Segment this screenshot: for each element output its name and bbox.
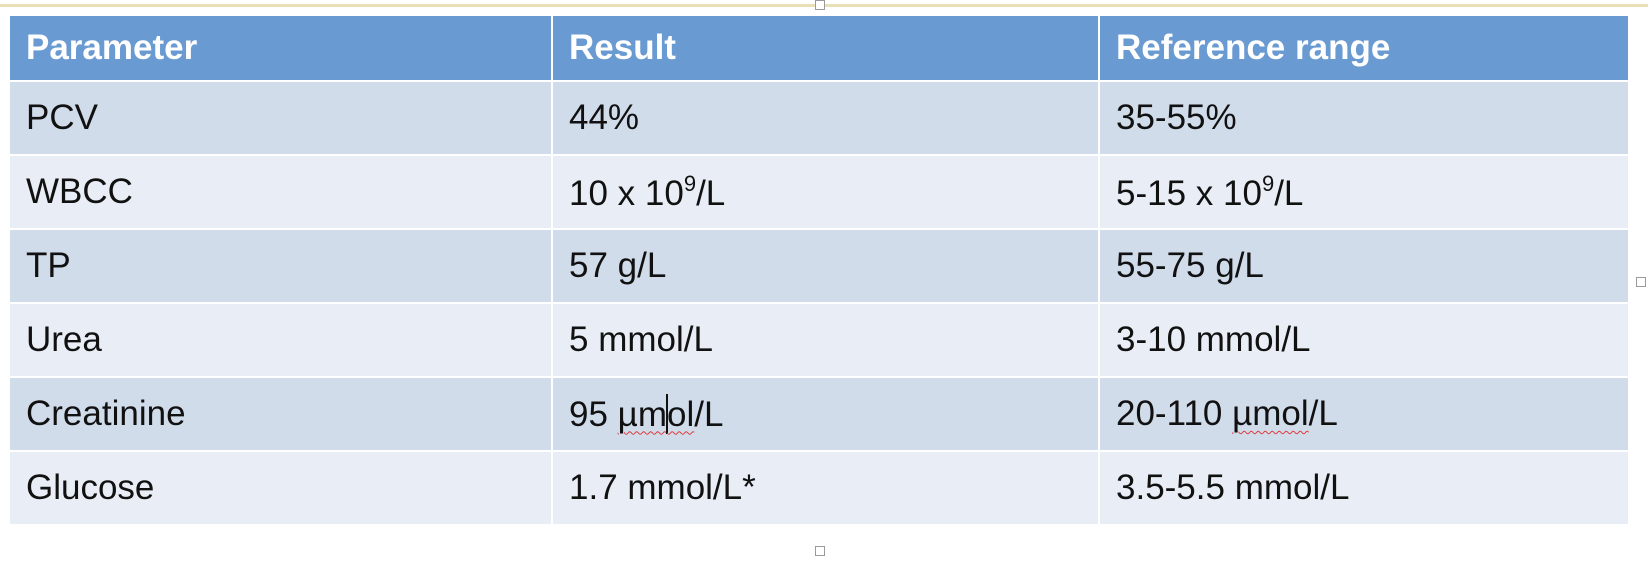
spellcheck-underlined-text: µmol [1232,394,1309,433]
reference-suffix: /L [1274,173,1304,213]
header-reference-range[interactable]: Reference range [1098,14,1630,82]
cell-result[interactable]: 5 mmol/L [551,302,1100,378]
lab-results-table[interactable]: Parameter Result Reference range PCV 44%… [8,14,1630,526]
resize-handle-right[interactable] [1636,277,1646,287]
cell-parameter[interactable]: Glucose [8,450,553,526]
result-suffix: /L [696,173,726,213]
cell-parameter[interactable]: TP [8,228,553,304]
header-parameter[interactable]: Parameter [8,14,553,82]
table-row: Urea 5 mmol/L 3-10 mmol/L [8,302,1630,378]
cell-reference[interactable]: 3-10 mmol/L [1098,302,1630,378]
reference-postfix: /L [1308,394,1338,433]
result-base: 10 x 10 [569,173,684,213]
table-row: Glucose 1.7 mmol/L* 3.5-5.5 mmol/L [8,450,1630,526]
cell-reference[interactable]: 55-75 g/L [1098,228,1630,304]
spellcheck-underlined-text: µmol [617,393,695,434]
resize-handle-bottom[interactable] [815,546,825,556]
table-row: TP 57 g/L 55-75 g/L [8,228,1630,304]
reference-superscript: 9 [1261,170,1275,196]
header-result[interactable]: Result [551,14,1100,82]
cell-reference[interactable]: 35-55% [1098,80,1630,156]
header-row: Parameter Result Reference range [8,14,1630,82]
cell-reference[interactable]: 20-110 µmol/L [1098,376,1630,452]
result-marked-part-b: ol [666,394,695,434]
cell-result[interactable]: 57 g/L [551,228,1100,304]
cell-result[interactable]: 95 µmol/L [551,376,1100,452]
cell-result[interactable]: 10 x 109/L [551,154,1100,230]
table-row: PCV 44% 35-55% [8,80,1630,156]
cell-result[interactable]: 1.7 mmol/L* [551,450,1100,526]
cell-parameter[interactable]: Creatinine [8,376,553,452]
cell-result[interactable]: 44% [551,80,1100,156]
result-superscript: 9 [683,170,697,196]
reference-base: 5-15 x 10 [1116,173,1262,213]
result-marked-part-a: µm [617,394,667,434]
result-prefix: 95 [569,394,618,434]
cell-reference[interactable]: 3.5-5.5 mmol/L [1098,450,1630,526]
text-cursor [665,393,668,434]
table-row: Creatinine 95 µmol/L 20-110 µmol/L [8,376,1630,452]
reference-prefix: 20-110 [1116,394,1233,433]
result-postfix: /L [694,394,724,434]
cell-parameter[interactable]: PCV [8,80,553,156]
resize-handle-top[interactable] [815,0,825,10]
cell-reference[interactable]: 5-15 x 109/L [1098,154,1630,230]
cell-parameter[interactable]: Urea [8,302,553,378]
table-row: WBCC 10 x 109/L 5-15 x 109/L [8,154,1630,230]
cell-parameter[interactable]: WBCC [8,154,553,230]
